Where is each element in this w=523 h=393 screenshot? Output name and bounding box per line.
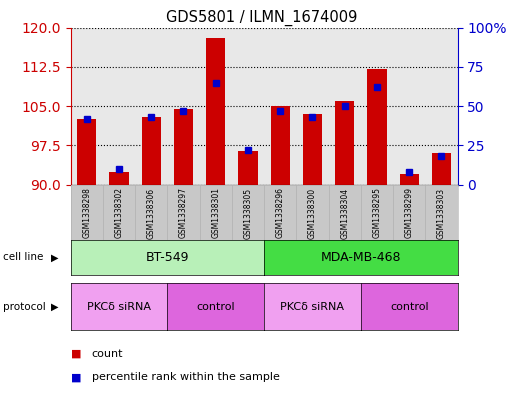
Text: ■: ■ [71,349,81,359]
Text: GSM1338305: GSM1338305 [244,187,253,239]
Text: protocol: protocol [3,301,46,312]
Text: percentile rank within the sample: percentile rank within the sample [92,372,279,382]
Text: ▶: ▶ [51,252,59,263]
Text: cell line: cell line [3,252,43,263]
Text: GSM1338302: GSM1338302 [115,187,123,239]
Bar [142,117,161,185]
Text: ▶: ▶ [51,301,59,312]
Text: PKCδ siRNA: PKCδ siRNA [280,301,345,312]
Text: control: control [390,301,428,312]
Text: GSM1338304: GSM1338304 [340,187,349,239]
Bar [400,174,419,185]
Bar [174,109,193,185]
Text: GSM1338299: GSM1338299 [405,187,414,239]
Text: BT-549: BT-549 [145,251,189,264]
Text: GSM1338300: GSM1338300 [308,187,317,239]
Bar [206,38,225,185]
Bar [432,153,451,185]
Text: GSM1338301: GSM1338301 [211,187,220,239]
Text: GSM1338296: GSM1338296 [276,187,285,239]
Bar [109,172,129,185]
Text: GSM1338303: GSM1338303 [437,187,446,239]
Bar [303,114,322,185]
Text: count: count [92,349,123,359]
Text: ■: ■ [71,372,81,382]
Text: control: control [197,301,235,312]
Text: GSM1338295: GSM1338295 [372,187,381,239]
Bar [335,101,355,185]
Bar [367,70,386,185]
Bar [77,119,96,185]
Text: MDA-MB-468: MDA-MB-468 [321,251,401,264]
Text: GSM1338306: GSM1338306 [147,187,156,239]
Text: GSM1338297: GSM1338297 [179,187,188,239]
Text: GSM1338298: GSM1338298 [82,187,91,238]
Bar [238,151,258,185]
Text: GDS5801 / ILMN_1674009: GDS5801 / ILMN_1674009 [166,10,357,26]
Text: PKCδ siRNA: PKCδ siRNA [87,301,151,312]
Bar [270,106,290,185]
